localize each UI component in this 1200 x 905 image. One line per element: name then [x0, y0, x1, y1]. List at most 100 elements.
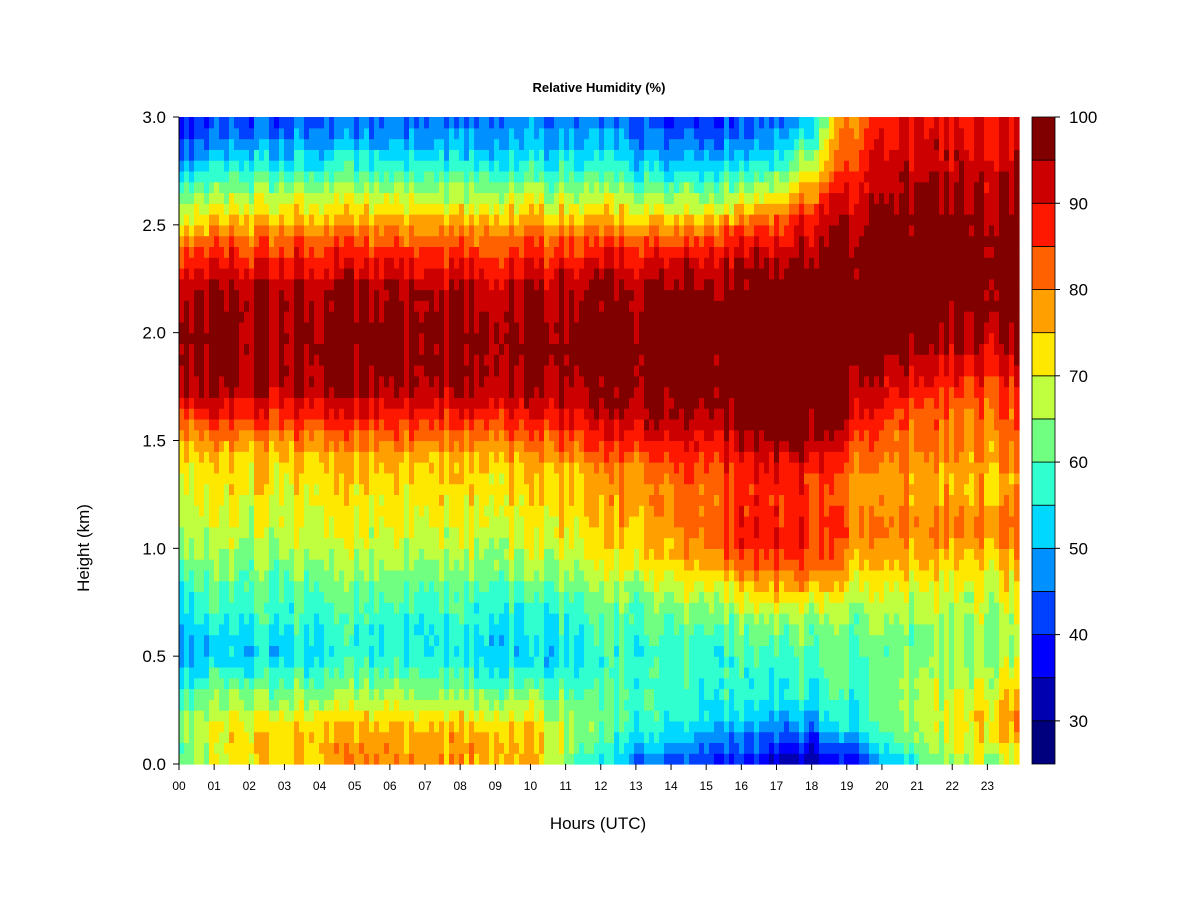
- heatmap-cell: [504, 591, 510, 603]
- heatmap-cell: [204, 181, 210, 194]
- heatmap-cell: [204, 343, 210, 355]
- heatmap-cell: [429, 117, 435, 129]
- heatmap-cell: [314, 375, 320, 388]
- heatmap-cell: [394, 418, 400, 431]
- heatmap-cell: [399, 559, 405, 571]
- heatmap-cell: [494, 170, 500, 183]
- heatmap-cell: [299, 494, 305, 506]
- heatmap-cell: [189, 656, 195, 668]
- heatmap-cell: [214, 645, 220, 657]
- heatmap-cell: [444, 375, 450, 388]
- heatmap-cell: [204, 375, 210, 388]
- heatmap-cell: [339, 408, 345, 420]
- heatmap-cell: [254, 515, 260, 528]
- heatmap-cell: [559, 267, 565, 280]
- heatmap-cell: [194, 472, 200, 485]
- heatmap-cell: [514, 537, 520, 549]
- heatmap-cell: [414, 472, 420, 485]
- heatmap-cell: [424, 170, 430, 183]
- heatmap-cell: [294, 397, 300, 409]
- heatmap-cell: [489, 505, 495, 517]
- heatmap-cell: [459, 365, 465, 377]
- heatmap-cell: [204, 160, 210, 172]
- heatmap-cell: [209, 559, 215, 571]
- heatmap-cell: [279, 224, 285, 237]
- heatmap-cell: [394, 386, 400, 398]
- heatmap-cell: [249, 483, 255, 496]
- heatmap-cell: [299, 677, 305, 690]
- heatmap-cell: [359, 710, 365, 722]
- heatmap-cell: [334, 365, 340, 377]
- heatmap-cell: [474, 559, 480, 571]
- heatmap-cell: [544, 418, 550, 431]
- heatmap-cell: [499, 451, 505, 463]
- heatmap-cell: [254, 472, 260, 485]
- heatmap-cell: [219, 472, 225, 485]
- heatmap-cell: [529, 408, 535, 420]
- heatmap-cell: [494, 656, 500, 668]
- heatmap-cell: [224, 224, 230, 237]
- heatmap-cell: [189, 203, 195, 215]
- heatmap-cell: [534, 192, 540, 204]
- heatmap-cell: [254, 117, 260, 129]
- heatmap-cell: [234, 267, 240, 280]
- heatmap-cell: [189, 224, 195, 237]
- heatmap-cell: [239, 699, 245, 711]
- heatmap-cell: [264, 365, 270, 377]
- heatmap-cell: [454, 526, 460, 539]
- heatmap-cell: [454, 515, 460, 528]
- heatmap-cell: [369, 235, 375, 247]
- heatmap-cell: [454, 440, 460, 452]
- heatmap-cell: [409, 569, 415, 582]
- heatmap-cell: [524, 688, 530, 700]
- heatmap-cell: [569, 235, 575, 247]
- heatmap-cell: [309, 440, 315, 452]
- heatmap-cell: [479, 462, 485, 474]
- heatmap-cell: [494, 559, 500, 571]
- heatmap-cell: [234, 742, 240, 754]
- heatmap-cell: [294, 149, 300, 161]
- heatmap-cell: [479, 526, 485, 539]
- heatmap-cell: [549, 224, 555, 237]
- heatmap-cell: [279, 515, 285, 528]
- heatmap-cell: [409, 343, 415, 355]
- heatmap-cell: [529, 710, 535, 722]
- heatmap-cell: [269, 235, 275, 247]
- heatmap-cell: [474, 515, 480, 528]
- heatmap-cell: [504, 117, 510, 129]
- heatmap-cell: [264, 214, 270, 226]
- heatmap-cell: [499, 160, 505, 172]
- heatmap-cell: [204, 645, 210, 657]
- heatmap-cell: [374, 267, 380, 280]
- heatmap-cell: [344, 117, 350, 129]
- heatmap-cell: [214, 365, 220, 377]
- heatmap-cell: [314, 515, 320, 528]
- heatmap-cell: [484, 235, 490, 247]
- heatmap-cell: [354, 666, 360, 679]
- heatmap-cell: [214, 418, 220, 431]
- heatmap-cell: [499, 559, 505, 571]
- heatmap-cell: [244, 613, 250, 625]
- heatmap-cell: [349, 332, 355, 345]
- heatmap-cell: [384, 354, 390, 366]
- heatmap-cell: [434, 375, 440, 388]
- heatmap-cell: [559, 354, 565, 366]
- heatmap-cell: [179, 192, 185, 204]
- heatmap-cell: [289, 149, 295, 161]
- heatmap-cell: [384, 138, 390, 150]
- heatmap-cell: [349, 246, 355, 258]
- heatmap-cell: [539, 354, 545, 366]
- heatmap-cell: [274, 634, 280, 646]
- heatmap-cell: [319, 300, 325, 312]
- heatmap-cell: [214, 483, 220, 496]
- heatmap-cell: [219, 634, 225, 646]
- heatmap-cell: [564, 623, 570, 636]
- heatmap-cell: [249, 451, 255, 463]
- heatmap-cell: [504, 537, 510, 549]
- heatmap-cell: [314, 311, 320, 323]
- heatmap-cell: [404, 397, 410, 409]
- heatmap-cell: [279, 214, 285, 226]
- heatmap-cell: [539, 462, 545, 474]
- heatmap-cell: [554, 710, 560, 722]
- heatmap-cell: [454, 127, 460, 140]
